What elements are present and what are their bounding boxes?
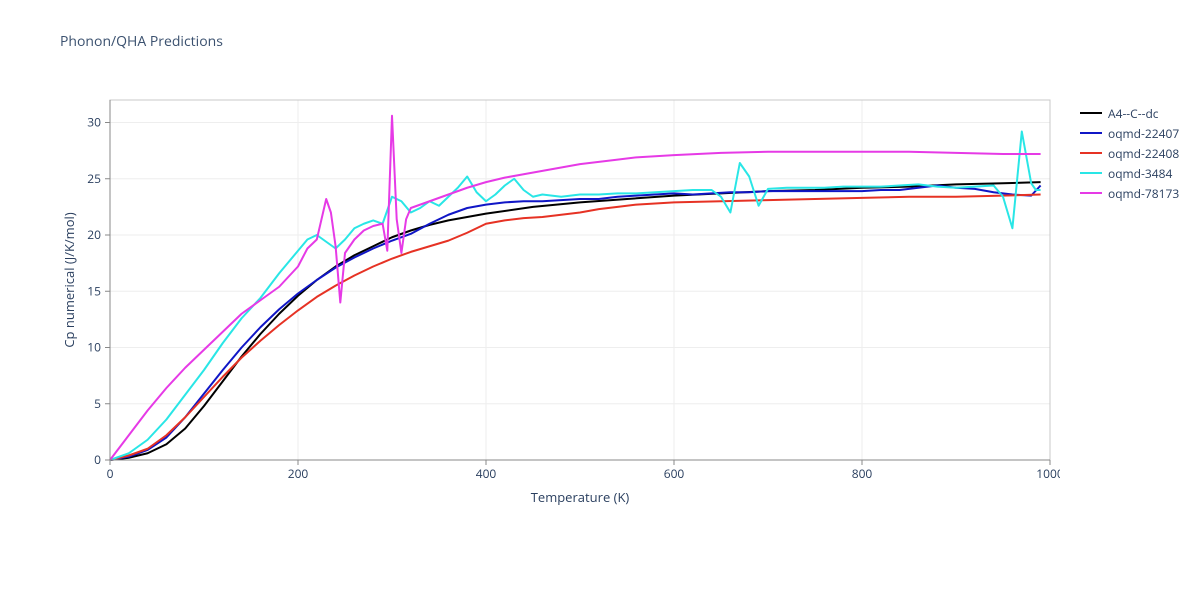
legend-item[interactable]: oqmd-3484 [1080, 164, 1179, 182]
chart-legend: A4--C--dc oqmd-22407 oqmd-22408 oqmd-3484 oq… [1080, 104, 1179, 204]
y-tick-label: 0 [94, 451, 101, 468]
legend-label: oqmd-22408 [1108, 145, 1179, 162]
legend-swatch [1080, 112, 1102, 114]
series-oqmd-22407[interactable] [110, 186, 1041, 461]
legend-swatch [1080, 152, 1102, 154]
legend-label: A4--C--dc [1108, 105, 1159, 122]
page-title: Phonon/QHA Predictions [60, 32, 223, 51]
x-tick-label: 0 [107, 465, 114, 482]
x-tick-label: 400 [476, 465, 497, 482]
x-tick-label: 600 [664, 465, 685, 482]
legend-item[interactable]: oqmd-22407 [1080, 124, 1179, 142]
series-oqmd-78173[interactable] [110, 116, 1041, 460]
y-tick-label: 10 [87, 339, 101, 356]
x-tick-label: 800 [852, 465, 873, 482]
y-tick-label: 20 [87, 226, 101, 243]
chart-svg: 0 200 400 600 800 1000 0 5 10 15 20 25 30 Temperature… [60, 90, 1060, 510]
y-tick-label: 25 [87, 170, 101, 187]
legend-label: oqmd-22407 [1108, 125, 1179, 142]
legend-label: oqmd-3484 [1108, 165, 1172, 182]
series-oqmd-22408[interactable] [110, 195, 1041, 461]
legend-item[interactable]: oqmd-78173 [1080, 184, 1179, 202]
series-oqmd-3484[interactable] [110, 132, 1041, 461]
y-tick-label: 15 [87, 282, 101, 299]
y-axis-label: Cp numerical (J/K/mol) [60, 212, 78, 347]
x-axis-label: Temperature (K) [531, 488, 630, 506]
y-tick-label: 30 [87, 114, 101, 131]
legend-label: oqmd-78173 [1108, 185, 1179, 202]
y-tick-label: 5 [94, 395, 101, 412]
legend-swatch [1080, 192, 1102, 194]
cp-chart: 0 200 400 600 800 1000 0 5 10 15 20 25 30 Temperature… [60, 90, 1060, 510]
legend-item[interactable]: oqmd-22408 [1080, 144, 1179, 162]
legend-item[interactable]: A4--C--dc [1080, 104, 1179, 122]
series-A4--C--dc[interactable] [110, 182, 1041, 460]
x-tick-label: 1000 [1036, 465, 1060, 482]
legend-swatch [1080, 172, 1102, 174]
x-tick-label: 200 [288, 465, 309, 482]
legend-swatch [1080, 132, 1102, 134]
